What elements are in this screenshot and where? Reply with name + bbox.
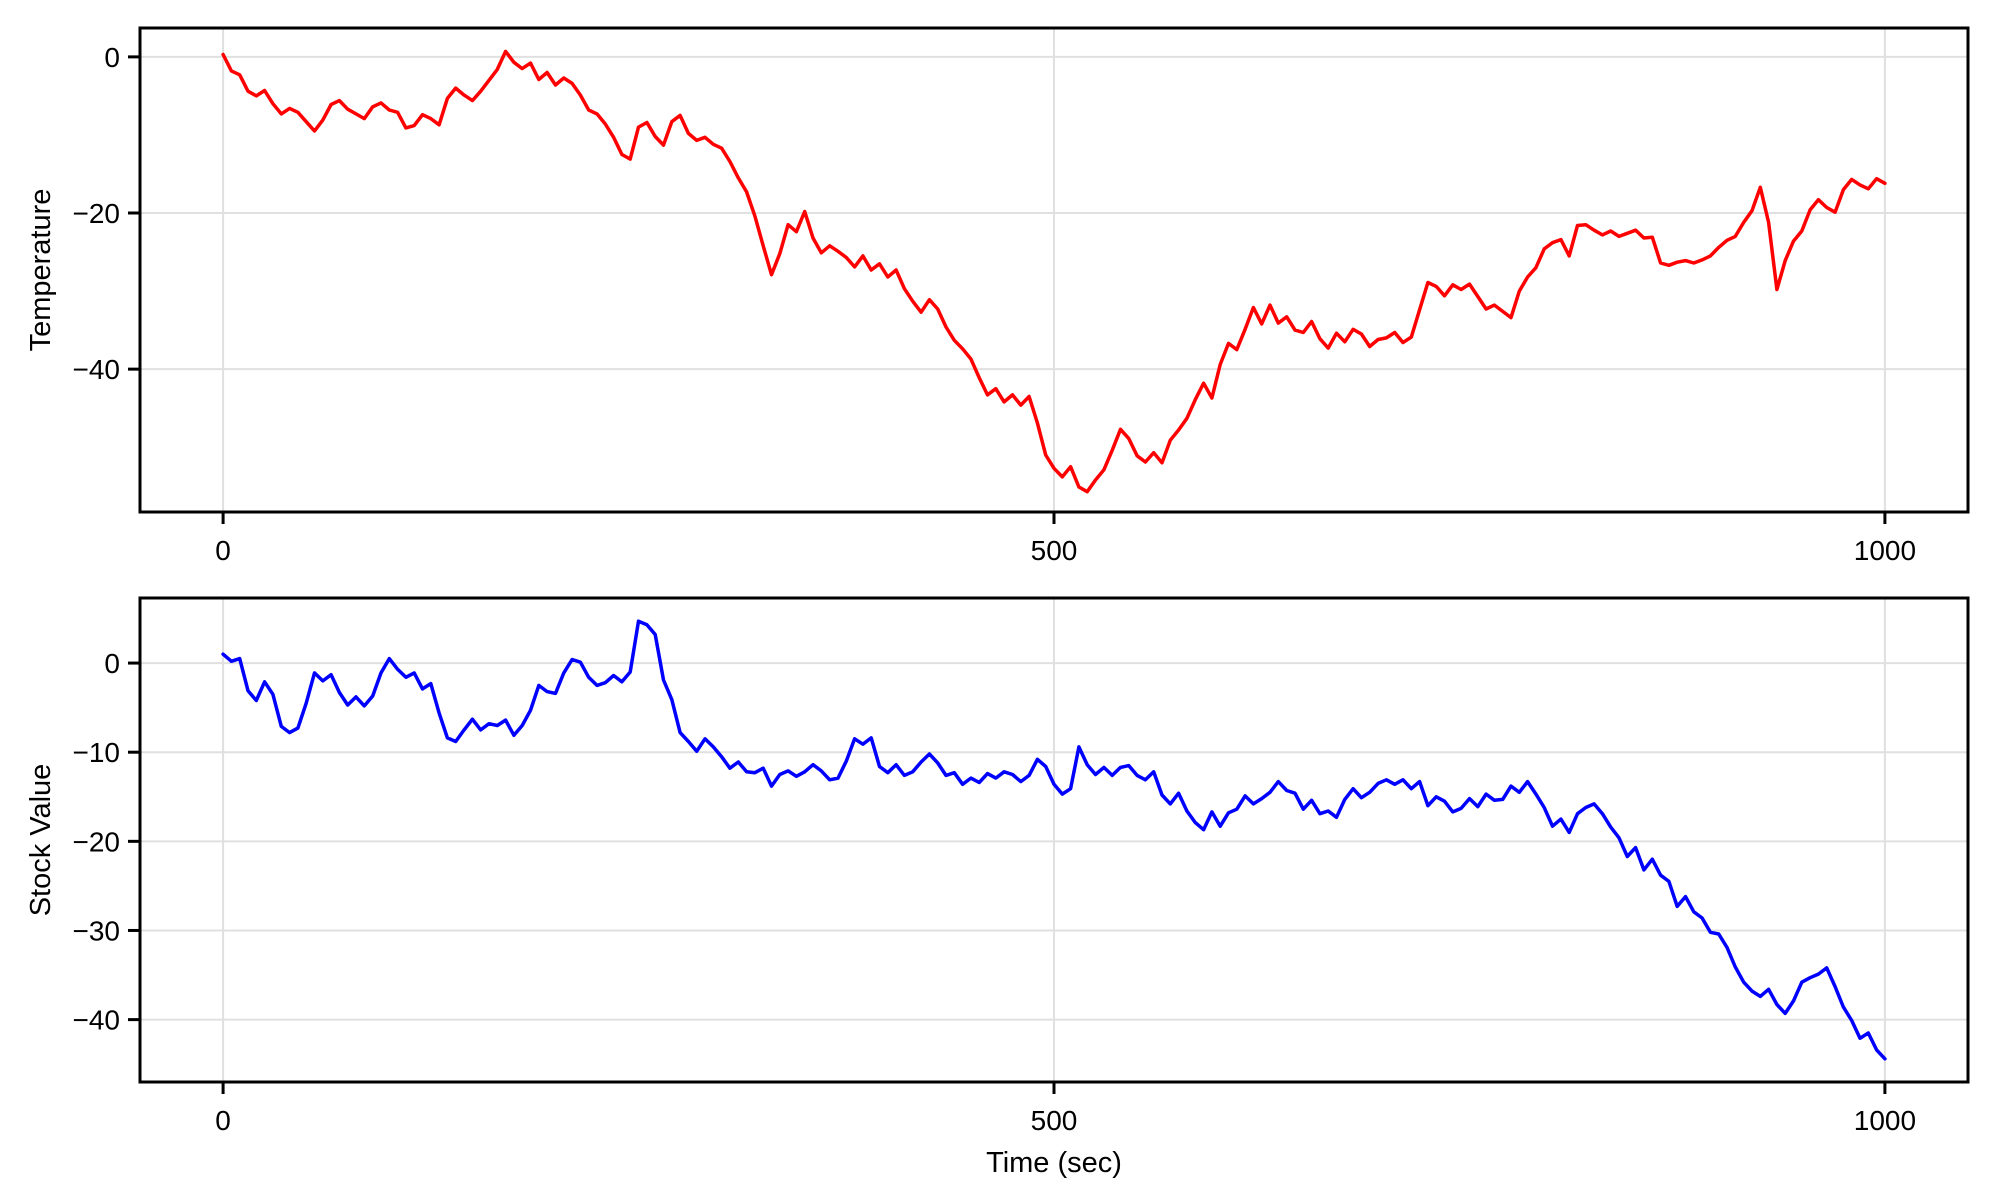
temperature-panel: 0 500 1000 0 −20 −40 xyxy=(73,26,1970,566)
temperature-axis-label: Temperature xyxy=(25,189,57,352)
x-tick-label: 500 xyxy=(1031,535,1078,566)
y-tick-label: −40 xyxy=(73,1005,121,1036)
y-tick-label: −20 xyxy=(73,198,121,229)
x-tick-label: 0 xyxy=(215,535,231,566)
x-tick-label: 500 xyxy=(1031,1105,1078,1136)
y-tick-label: 0 xyxy=(104,42,120,73)
y-tick-label: −10 xyxy=(73,737,121,768)
stock-value-axis-label: Stock Value xyxy=(25,764,57,917)
y-tick-label: −30 xyxy=(73,915,121,946)
temperature-series-line xyxy=(221,49,1887,494)
stock-value-panel: 0 500 1000 0 −10 −20 −30 −40 xyxy=(73,596,1970,1136)
x-tick-label: 1000 xyxy=(1854,1105,1916,1136)
y-tick-label: −20 xyxy=(73,826,121,857)
x-tick-label: 1000 xyxy=(1854,535,1916,566)
stock-value-series-line xyxy=(221,619,1887,1061)
y-tick-label: 0 xyxy=(104,648,120,679)
time-axis-label: Time (sec) xyxy=(986,1147,1122,1179)
x-tick-label: 0 xyxy=(215,1105,231,1136)
y-tick-label: −40 xyxy=(73,354,121,385)
